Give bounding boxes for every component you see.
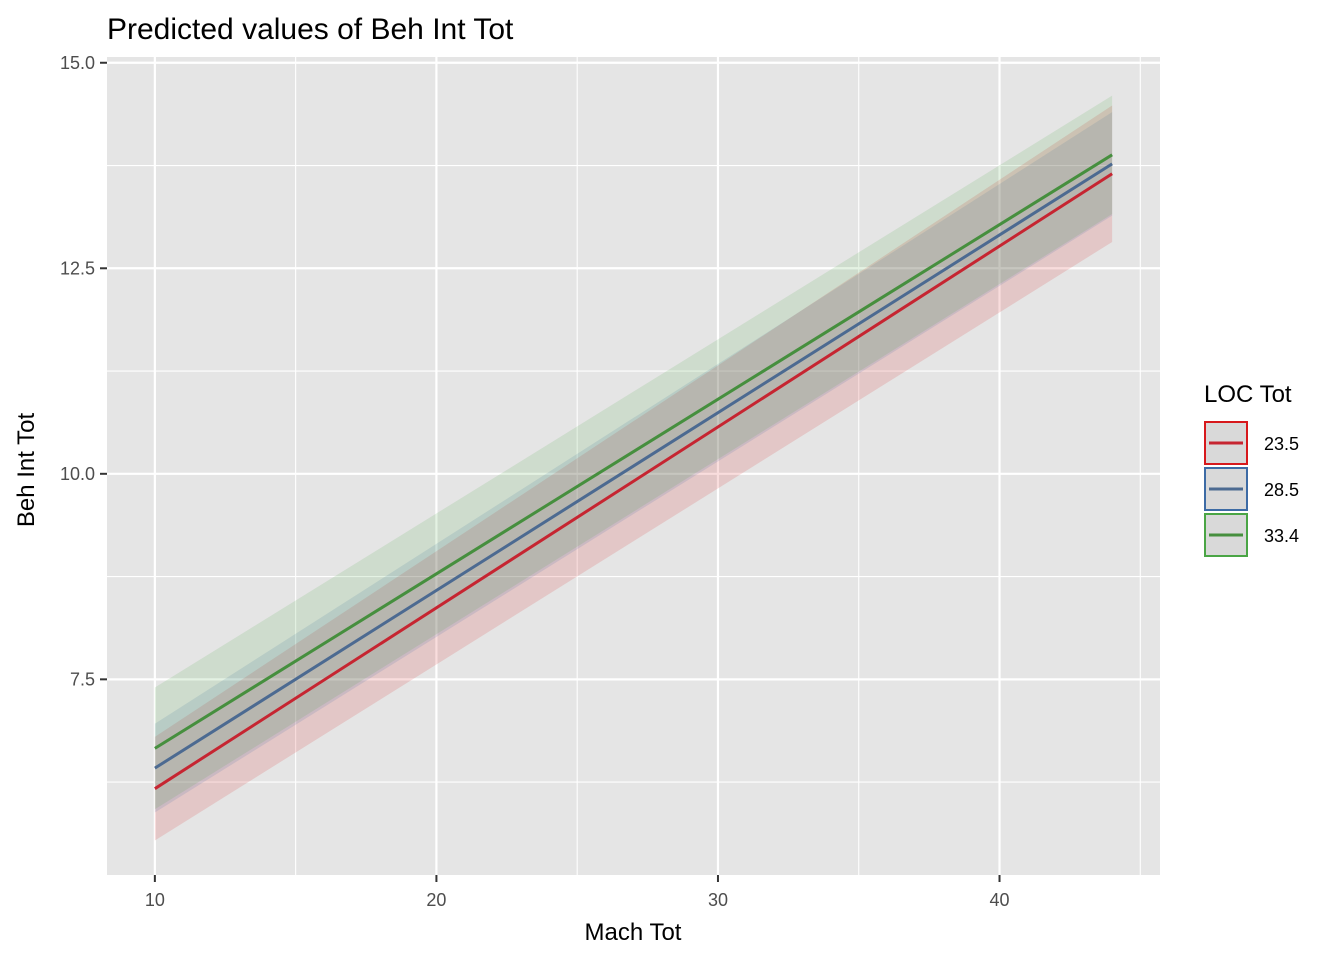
y-tick-label: 12.5 bbox=[60, 258, 95, 278]
legend-label-28.5: 28.5 bbox=[1264, 480, 1299, 500]
chart-title: Predicted values of Beh Int Tot bbox=[107, 13, 514, 46]
ci-ribbon-23.5 bbox=[154, 105, 1113, 841]
legend-label-33.4: 33.4 bbox=[1264, 526, 1299, 546]
series-line-23.5 bbox=[154, 172, 1113, 790]
x-tick-label: 30 bbox=[708, 890, 728, 910]
y-tick-label: 15.0 bbox=[60, 53, 95, 73]
ci-ribbon-28.5 bbox=[154, 112, 1113, 813]
legend-title: LOC Tot bbox=[1204, 381, 1292, 408]
x-axis-title: Mach Tot bbox=[585, 919, 682, 946]
series-line-33.4 bbox=[154, 153, 1113, 750]
y-tick-label: 7.5 bbox=[70, 669, 95, 689]
y-axis: 7.5 10.0 12.5 15.0 bbox=[60, 53, 107, 689]
y-axis-title: Beh Int Tot bbox=[13, 413, 40, 528]
legend-label-23.5: 23.5 bbox=[1264, 434, 1299, 454]
x-tick-label: 40 bbox=[990, 890, 1010, 910]
y-tick-label: 10.0 bbox=[60, 464, 95, 484]
series-line-28.5 bbox=[154, 162, 1113, 770]
minor-gridlines bbox=[107, 57, 1160, 875]
legend-items: 23.5 28.5 33.4 bbox=[1204, 421, 1299, 557]
x-tick-label: 20 bbox=[426, 890, 446, 910]
x-axis: 10 20 30 40 bbox=[145, 875, 1010, 910]
legend: LOC Tot 23.5 28.5 33.4 bbox=[1204, 381, 1299, 557]
prediction-lines bbox=[154, 153, 1113, 790]
x-tick-label: 10 bbox=[145, 890, 165, 910]
major-gridlines bbox=[107, 57, 1160, 875]
